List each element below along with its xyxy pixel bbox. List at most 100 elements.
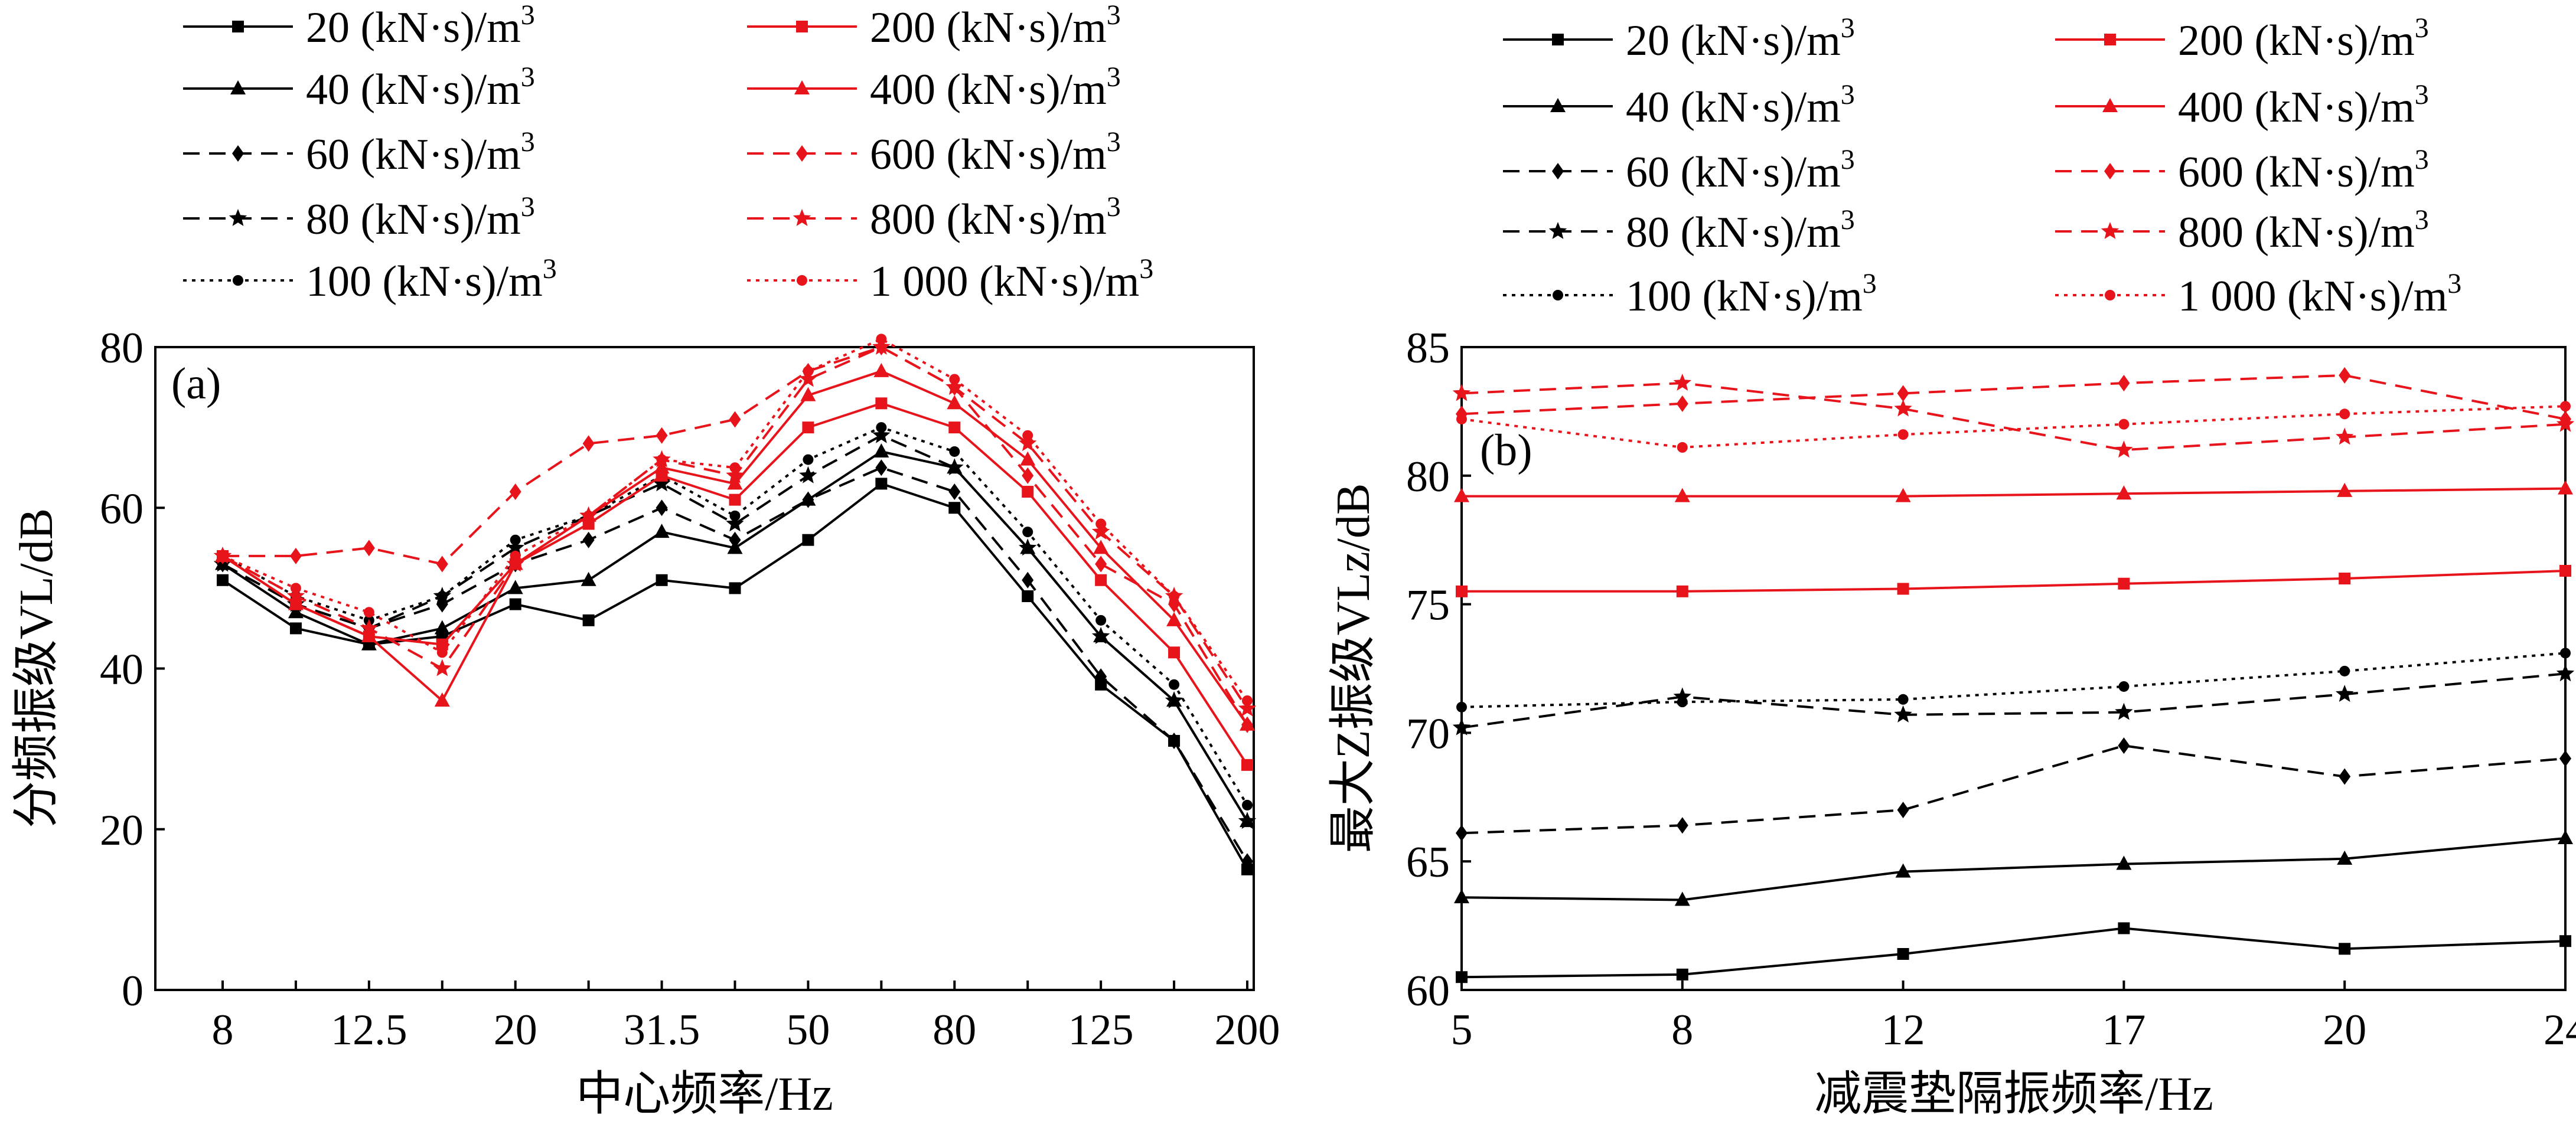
legend-marker bbox=[229, 209, 247, 226]
legend-label: 40 (kN·s)/m3 bbox=[306, 61, 535, 114]
legend-label-text: 40 (kN·s)/m bbox=[306, 66, 521, 114]
legend-label: 100 (kN·s)/m3 bbox=[1626, 268, 1877, 321]
chart-a-point bbox=[1019, 434, 1037, 452]
chart-b-point bbox=[1674, 488, 1690, 502]
chart-a-point bbox=[729, 510, 741, 521]
chart-b-point bbox=[2339, 573, 2351, 585]
chart-a-point bbox=[948, 483, 961, 501]
legend-item: 600 (kN·s)/m3 bbox=[747, 126, 1121, 179]
chart-a-point bbox=[436, 555, 448, 573]
chart-a-point bbox=[433, 659, 451, 676]
legend-label-sup: 3 bbox=[521, 191, 535, 223]
chart-b-point bbox=[1897, 385, 1909, 402]
legend-label-sup: 3 bbox=[1841, 204, 1855, 236]
chart-b: (b) 减震垫隔振频率/Hz 最大Z振级VLz/dB 60 65 70 75 80 85 5… bbox=[1328, 324, 2576, 1120]
chart-a-xtick-label: 80 bbox=[932, 1006, 976, 1054]
chart-a-point bbox=[876, 422, 887, 433]
chart-b-point bbox=[2556, 664, 2575, 682]
legend-label: 20 (kN·s)/m3 bbox=[306, 0, 535, 52]
chart-b-axes: 60 65 70 75 80 85 5 8 12 17 20 24 bbox=[1406, 324, 2576, 1054]
chart-a-point bbox=[1022, 571, 1034, 589]
chart-b-series-line bbox=[1462, 487, 2566, 498]
chart-a-point bbox=[363, 607, 374, 618]
chart-b-ytick-label: 70 bbox=[1406, 710, 1450, 758]
legend-label-text: 1 000 (kN·s)/m bbox=[2178, 272, 2447, 321]
chart-a-xtick-label: 200 bbox=[1215, 1006, 1280, 1054]
legend-item: 800 (kN·s)/m3 bbox=[747, 191, 1121, 244]
legend-label-text: 800 (kN·s)/m bbox=[870, 195, 1107, 244]
chart-b-frame bbox=[1460, 346, 2567, 991]
chart-b-xtick-label: 20 bbox=[2323, 1006, 2366, 1054]
chart-b-point bbox=[2118, 737, 2130, 754]
legend-label: 60 (kN·s)/m3 bbox=[306, 126, 535, 179]
legend-label-sup: 3 bbox=[1841, 144, 1855, 175]
legend-label-text: 200 (kN·s)/m bbox=[2178, 17, 2415, 65]
chart-a-point bbox=[945, 378, 964, 395]
chart-b-point bbox=[2558, 480, 2573, 495]
chart-b-point bbox=[2558, 829, 2573, 844]
chart-a-point bbox=[507, 580, 523, 594]
chart-a-point bbox=[506, 554, 524, 572]
chart-a-point bbox=[583, 510, 594, 521]
chart-b-point bbox=[2560, 648, 2571, 659]
chart-a-point bbox=[653, 474, 671, 492]
chart-b-point bbox=[1456, 825, 1468, 842]
chart-b-series-2 bbox=[1454, 829, 2573, 906]
chart-a-point bbox=[727, 475, 743, 490]
legend-label: 1 000 (kN·s)/m3 bbox=[2178, 268, 2461, 321]
legend-label: 600 (kN·s)/m3 bbox=[2178, 144, 2429, 197]
chart-a-point bbox=[434, 620, 450, 635]
chart-a-point bbox=[1169, 590, 1180, 602]
legend-label-text: 100 (kN·s)/m bbox=[306, 257, 543, 306]
chart-a-point bbox=[217, 574, 229, 586]
chart-a-point bbox=[290, 583, 301, 594]
legend-label-sup: 3 bbox=[1841, 79, 1855, 110]
legend-marker bbox=[2105, 290, 2115, 300]
chart-a-point bbox=[949, 446, 960, 457]
chart-a-point bbox=[875, 459, 888, 476]
chart-b-ytick-label: 65 bbox=[1406, 838, 1450, 887]
legend-item: 20 (kN·s)/m3 bbox=[1503, 12, 1855, 65]
chart-b-point bbox=[2116, 855, 2132, 870]
legend-item: 80 (kN·s)/m3 bbox=[183, 191, 535, 244]
chart-a-xlabel: 中心频率/Hz bbox=[576, 1068, 833, 1120]
chart-a-point bbox=[1095, 615, 1107, 626]
legend-label-sup: 3 bbox=[1139, 253, 1153, 285]
chart-b-point bbox=[2336, 685, 2354, 702]
legend-label-text: 100 (kN·s)/m bbox=[1626, 272, 1863, 321]
chart-a-point bbox=[1022, 430, 1033, 441]
legend-marker bbox=[1553, 290, 1563, 300]
chart-b-point bbox=[1897, 802, 1909, 819]
chart-b-point bbox=[1676, 968, 1688, 981]
chart-b-series-line bbox=[1461, 652, 2566, 708]
legend-label-sup: 3 bbox=[1841, 12, 1855, 44]
legend-item: 20 (kN·s)/m3 bbox=[183, 0, 535, 52]
chart-b-point bbox=[1452, 384, 1471, 401]
legend-label-sup: 3 bbox=[543, 253, 557, 285]
chart-b-point bbox=[2337, 850, 2353, 865]
chart-a-point bbox=[873, 443, 889, 457]
chart-b-point bbox=[2339, 408, 2350, 420]
chart-a-point bbox=[434, 692, 450, 707]
chart-b-xtick-label: 8 bbox=[1671, 1006, 1693, 1054]
chart-b-series-8 bbox=[1456, 367, 2571, 427]
legend-label: 600 (kN·s)/m3 bbox=[870, 126, 1121, 179]
legend-label-text: 400 (kN·s)/m bbox=[870, 66, 1107, 114]
chart-a-point bbox=[654, 524, 670, 538]
legend-label-text: 60 (kN·s)/m bbox=[306, 130, 521, 179]
chart-a-point bbox=[582, 435, 595, 452]
chart-b-point bbox=[1454, 488, 1469, 502]
legend-item: 60 (kN·s)/m3 bbox=[183, 126, 535, 179]
legend-item: 40 (kN·s)/m3 bbox=[1503, 79, 1855, 132]
chart-a-point bbox=[948, 421, 961, 434]
legend-label-text: 60 (kN·s)/m bbox=[1626, 148, 1841, 197]
chart-a-point bbox=[288, 596, 304, 610]
legend-label-sup: 3 bbox=[521, 126, 535, 158]
legend-label-text: 20 (kN·s)/m bbox=[1626, 17, 1841, 65]
chart-a-point bbox=[802, 421, 814, 434]
legend-label: 60 (kN·s)/m3 bbox=[1626, 144, 1855, 197]
chart-a-ytick-label: 60 bbox=[100, 485, 144, 533]
chart-a-axes: 0 20 40 60 80 8 12.5 20 31.5 50 80 125 200 bbox=[100, 324, 1280, 1054]
legend-label: 80 (kN·s)/m3 bbox=[306, 191, 535, 244]
chart-b-series-line bbox=[1462, 570, 2566, 593]
